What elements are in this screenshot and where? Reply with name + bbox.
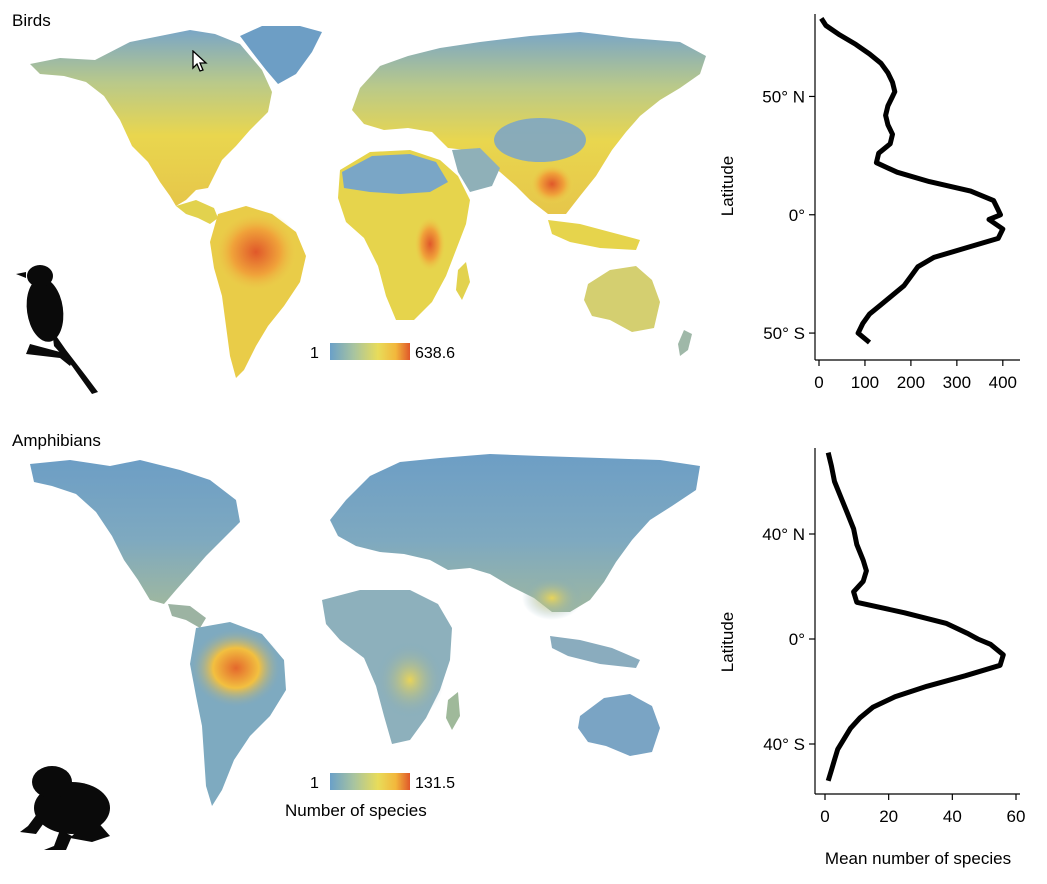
amphibians-profile-y-tick-label: 40° S bbox=[763, 735, 805, 754]
amphibians-map-madagascar bbox=[446, 692, 460, 730]
birds-map-africa bbox=[338, 150, 470, 320]
birds-map-indonesia bbox=[548, 220, 640, 250]
birds-latitude-plot: 50° N 0° 50° S 0 100 200 300 400 Latitude bbox=[718, 14, 1020, 392]
birds-profile-y-tick-label: 50° S bbox=[763, 324, 805, 343]
amphibians-map-central-africa-warm bbox=[376, 642, 444, 718]
birds-profile-x-tick-label: 100 bbox=[851, 373, 879, 392]
birds-profile-y-tick-label: 0° bbox=[789, 206, 805, 225]
amphibians-legend-bar bbox=[330, 773, 410, 790]
amphibians-map-eurasia bbox=[330, 454, 700, 612]
birds-map-north-america bbox=[30, 30, 272, 206]
amphibians-profile-y-label: Latitude bbox=[718, 612, 737, 673]
amphibians-profile-x-tick-label: 60 bbox=[1007, 807, 1026, 826]
amphibians-profile-y-tick-label: 0° bbox=[789, 630, 805, 649]
birds-profile-y-tick-label: 50° N bbox=[762, 87, 805, 106]
amphibians-legend-label: Number of species bbox=[285, 801, 427, 820]
amphibians-panel-title: Amphibians bbox=[12, 431, 101, 450]
amphibians-legend-min: 1 bbox=[310, 775, 319, 792]
birds-map-australia bbox=[584, 266, 660, 332]
birds-profile-y-label: Latitude bbox=[718, 156, 737, 217]
amphibians-profile-x-tick-label: 40 bbox=[943, 807, 962, 826]
amphibians-map-north-america bbox=[30, 460, 240, 604]
amphibians-legend-max: 131.5 bbox=[415, 775, 455, 792]
birds-map-madagascar bbox=[456, 262, 470, 300]
mouse-cursor-icon bbox=[192, 50, 208, 72]
birds-map-central-asia-low bbox=[494, 118, 586, 162]
amphibians-color-legend: 1 131.5 Number of species bbox=[285, 773, 455, 820]
birds-map-sahara-low bbox=[342, 154, 448, 194]
bird-silhouette-icon bbox=[16, 265, 98, 394]
amphibians-profile-x-tick-label: 0 bbox=[820, 807, 829, 826]
birds-profile-x-tick-label: 0 bbox=[814, 373, 823, 392]
frog-silhouette-icon bbox=[20, 766, 110, 850]
birds-map-arabia bbox=[452, 148, 500, 192]
birds-legend-max: 638.6 bbox=[415, 345, 455, 362]
amphibians-profile-y-tick-label: 40° N bbox=[762, 525, 805, 544]
birds-map-central-america bbox=[176, 200, 218, 224]
birds-profile-x-tick-label: 400 bbox=[989, 373, 1017, 392]
amphibians-profile-x-tick-label: 20 bbox=[879, 807, 898, 826]
birds-map-new-zealand bbox=[678, 330, 692, 356]
birds-map-amazon-hotspot bbox=[212, 210, 300, 294]
birds-profile-x-tick-label: 300 bbox=[943, 373, 971, 392]
amphibians-map-central-america bbox=[168, 604, 206, 628]
amphibians-map-australia bbox=[578, 694, 660, 756]
birds-map-se-asia-hotspot bbox=[530, 164, 574, 204]
birds-map-east-africa-hotspot bbox=[414, 216, 446, 272]
birds-legend-bar bbox=[330, 343, 410, 360]
birds-map-greenland bbox=[240, 26, 322, 84]
amphibians-profile-x-label: Mean number of species bbox=[825, 849, 1011, 868]
amphibians-map-amazon-hotspot bbox=[190, 628, 282, 708]
birds-legend-min: 1 bbox=[310, 345, 319, 362]
amphibians-world-map bbox=[30, 454, 700, 806]
amphibians-profile-line bbox=[825, 452, 1006, 782]
birds-world-map bbox=[30, 26, 706, 378]
birds-color-legend: 1 638.6 bbox=[310, 343, 455, 362]
amphibians-map-indonesia bbox=[550, 636, 640, 668]
birds-profile-x-tick-label: 200 bbox=[897, 373, 925, 392]
amphibians-map-se-asia-warm bbox=[522, 576, 582, 620]
birds-profile-line bbox=[819, 17, 1006, 345]
amphibians-latitude-plot: 40° N 0° 40° S 0 20 40 60 Latitude Mean numbe… bbox=[718, 448, 1025, 868]
birds-panel-title: Birds bbox=[12, 11, 51, 30]
